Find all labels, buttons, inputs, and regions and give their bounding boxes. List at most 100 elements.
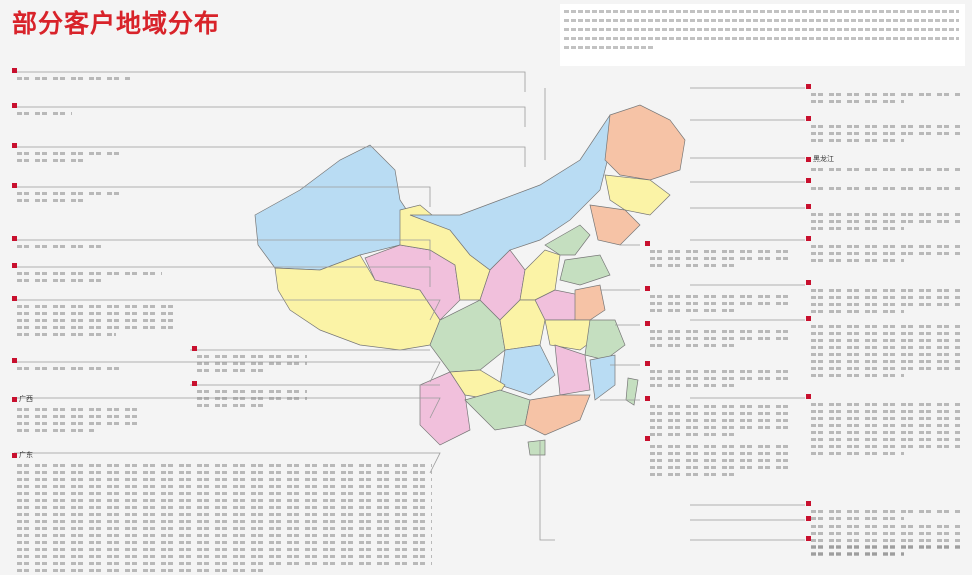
province-client-list [12,358,122,370]
region-shandong [559,254,611,286]
client-names-line [811,259,904,262]
client-names-line [650,466,790,469]
province-client-list: 广西 [12,394,142,432]
leader-line [14,71,526,92]
client-names-line [17,272,162,275]
province-heading: 黑龙江 [806,154,961,164]
region-fujian [589,354,616,401]
client-names-line [17,555,432,558]
leader-line [539,440,555,541]
province-client-list [645,436,790,476]
province-heading [806,236,961,241]
client-names-line [17,429,95,432]
province-client-list [12,183,122,202]
client-names-line [197,362,307,365]
client-names-line [650,377,790,380]
client-names-line [811,296,961,299]
province-client-list [806,236,961,262]
client-names-line [811,168,961,171]
province-heading [12,236,102,241]
client-names-line [650,459,790,462]
province-heading [192,381,307,386]
region-zhejiang [584,319,626,361]
client-names-line [197,369,266,372]
client-names-line [811,139,904,142]
client-names-line [17,485,432,488]
province-client-list [806,204,961,230]
province-client-list [806,84,961,103]
client-names-line [650,264,737,267]
client-names-line [811,532,961,535]
client-names-line [650,257,790,260]
client-names-line [17,77,132,80]
client-names-line [811,445,961,448]
client-names-line [17,408,142,411]
province-heading [645,241,790,246]
intro-text-line [564,46,654,49]
client-names-line [17,569,269,572]
client-names-line [17,471,432,474]
province-heading [12,103,72,108]
client-names-line [650,330,790,333]
client-names-line [17,245,102,248]
province-heading [12,143,122,148]
client-names-line [811,410,961,413]
client-names-line [650,473,737,476]
province-heading [645,396,790,401]
client-names-line [811,213,961,216]
leader-line [14,361,441,383]
client-names-line [17,464,432,467]
client-names-line [650,384,737,387]
province-heading [806,501,961,506]
client-names-line [811,332,961,335]
client-names-line [650,344,737,347]
client-names-line [17,562,432,565]
province-client-list [12,143,122,162]
client-names-line [17,279,107,282]
intro-text-line [564,10,959,13]
client-names-line [17,112,72,115]
client-names-line [811,93,961,96]
region-yunnan [419,371,471,446]
region-hunan [499,344,556,396]
client-names-line [197,355,307,358]
client-names-line [17,152,122,155]
client-names-line [811,374,904,377]
intro-text-line [564,37,959,40]
client-names-line [650,370,790,373]
client-names-line [17,199,83,202]
client-names-line [650,412,790,415]
intro-text-line [564,19,959,22]
client-names-line [17,422,142,425]
province-client-list [12,236,102,248]
client-names-line [811,367,961,370]
client-names-line [197,397,307,400]
client-names-line [811,220,961,223]
client-names-line [811,431,961,434]
region-liaoning [589,204,641,246]
province-client-list [806,280,961,313]
province-client-list [645,361,790,387]
region-hebei [544,224,591,256]
client-names-line [197,404,266,407]
client-names-line [17,367,122,370]
client-names-line [650,309,737,312]
province-heading [806,204,961,209]
leader-line [14,146,526,167]
client-names-line [650,405,790,408]
client-names-line [17,159,83,162]
region-jilin [604,174,671,216]
client-names-line [811,125,961,128]
client-names-line [197,390,307,393]
province-name: 广西 [19,395,33,403]
province-client-list [192,381,307,407]
client-names-line [650,302,790,305]
client-names-line [811,252,961,255]
province-heading [12,263,162,268]
client-names-line [17,192,122,195]
client-names-line [17,492,432,495]
province-client-list [12,263,162,282]
client-names-line [811,303,961,306]
client-names-line [17,326,177,329]
